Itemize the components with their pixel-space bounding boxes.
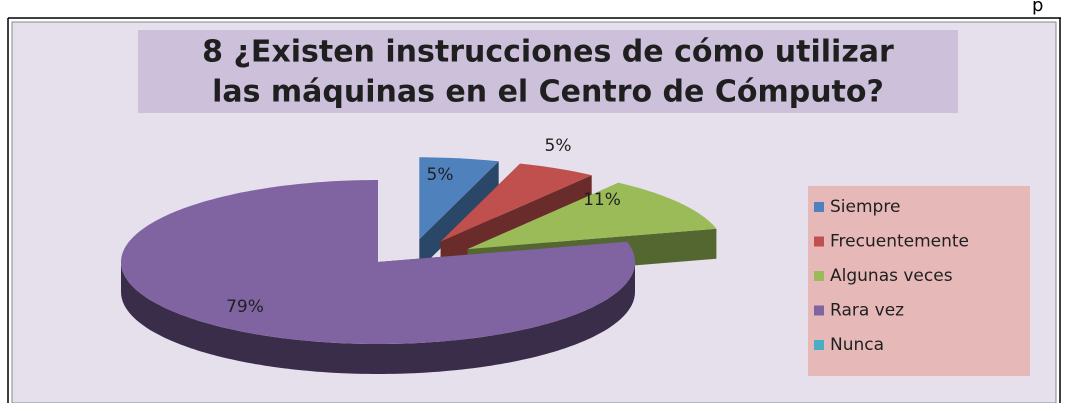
data-label: 79%: [226, 297, 264, 317]
chart-title: 8 ¿Existen instrucciones de cómo utiliza…: [202, 35, 894, 70]
chart-border: [11, 21, 1057, 403]
legend-swatch: [814, 202, 824, 212]
legend-box: [808, 186, 1030, 376]
legend-swatch: [814, 236, 824, 247]
slice: [419, 157, 499, 240]
legend-swatch: [814, 305, 824, 316]
legend-swatch: [814, 340, 824, 350]
legend-label: Siempre: [830, 197, 900, 217]
legend-swatch: [814, 271, 824, 281]
title-box: [138, 30, 958, 113]
data-label: 5%: [427, 165, 454, 185]
data-label: 5%: [545, 136, 572, 156]
chart-title: las máquinas en el Centro de Cómputo?: [212, 75, 884, 110]
legend-label: Frecuentemente: [830, 232, 969, 252]
page-fragment: p: [1032, 0, 1043, 16]
slice: [121, 180, 635, 344]
slice-side: [419, 161, 499, 270]
legend-label: Algunas veces: [830, 266, 953, 286]
slice: [467, 182, 717, 250]
data-label: 11%: [583, 190, 621, 210]
slice-side: [121, 262, 635, 374]
legend-label: Nunca: [830, 335, 884, 355]
legend-label: Rara vez: [830, 301, 904, 321]
slice: [440, 163, 592, 242]
